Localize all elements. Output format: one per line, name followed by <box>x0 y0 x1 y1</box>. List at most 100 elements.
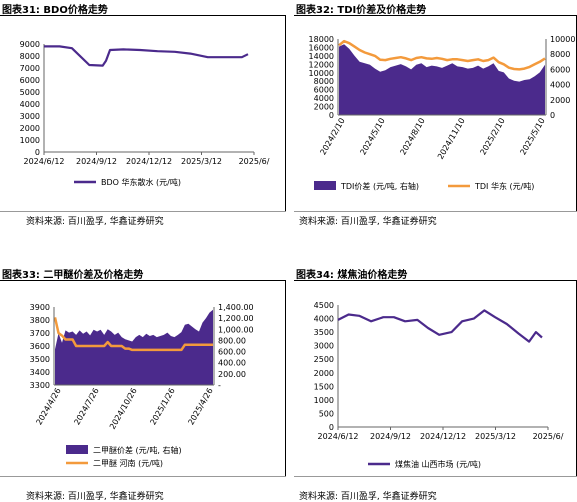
x-tick-label: 2024/4/26 <box>34 387 62 427</box>
bdo-price-chart: 0 1000 2000 3000 4000 5000 6000 7000 8000 9000 202… <box>20 40 270 187</box>
y-tick-label: 16000 <box>309 43 334 52</box>
x-tick-label: 2025/3/12 <box>181 157 222 166</box>
y-tick-label: 8000 <box>20 52 40 61</box>
y-tick-label: 3700 <box>30 329 50 338</box>
x-tick-label: 2024/12/12 <box>420 432 466 441</box>
y2-tick-label: 10000 <box>550 35 575 44</box>
x-tick-label: 2025/5/10 <box>518 117 546 157</box>
y-tick-label: 3000 <box>20 112 40 121</box>
legend-label: TDI价差 (元/吨, 右轴) <box>340 181 419 191</box>
dme-spread-price-chart: 3300 3400 3500 3600 3700 3800 3900 - 200.00 400.0… <box>30 303 254 468</box>
y-tick-label: 4000 <box>314 94 334 103</box>
y2-tick-label: 1,400.00 <box>218 303 254 312</box>
y2-tick-label: 400.00 <box>218 359 246 368</box>
y-tick-label: 4000 <box>314 315 334 324</box>
x-tick-label: 2024/8/10 <box>398 117 426 157</box>
y-tick-label: 2000 <box>314 103 334 112</box>
y2-tick-label: 4000 <box>550 81 570 90</box>
y-tick-label: 1000 <box>20 136 40 145</box>
x-tick-label: 2025/2/10 <box>478 117 506 157</box>
x-tick-label: 2025/6/ <box>533 432 564 441</box>
source-note: 资料来源: 百川盈孚, 华鑫证券研究 <box>26 217 164 227</box>
page-title: 图表33: 二甲醚价差及价格走势 <box>2 270 144 281</box>
y-tick-label: 4000 <box>20 100 40 109</box>
y-tick-label: 3500 <box>30 355 50 364</box>
title-rule <box>294 280 577 281</box>
series-line <box>44 45 249 67</box>
y-tick-label: 18000 <box>309 35 334 44</box>
y-tick-label: 3000 <box>314 342 334 351</box>
y2-tick-label: 8000 <box>550 50 570 59</box>
y2-tick-label: 2000 <box>550 96 570 105</box>
y-tick-label: 14000 <box>309 52 334 61</box>
title-rule <box>294 15 577 16</box>
source-rule <box>294 211 577 212</box>
legend-label: 二甲醚价差 (元/吨, 右轴) <box>93 445 182 455</box>
page-title: 图表32: TDI价差及价格走势 <box>296 5 427 16</box>
x-tick-label: 2024/9/12 <box>370 432 411 441</box>
y-tick-label: 7000 <box>20 64 40 73</box>
spread-area <box>55 309 213 385</box>
source-note: 资料来源: 百川盈孚, 华鑫证券研究 <box>26 492 164 502</box>
page-title: 图表31: BDO价格走势 <box>2 5 108 16</box>
y-tick-label: 0 <box>35 148 40 157</box>
x-tick-label: 2024/6/12 <box>317 432 358 441</box>
y-tick-label: 4500 <box>314 301 334 310</box>
y-tick-label: 3900 <box>30 303 50 312</box>
x-tick-label: 2025/3/12 <box>475 432 516 441</box>
title-rule <box>0 15 285 16</box>
series-line <box>337 309 543 343</box>
x-tick-label: 2025/1/26 <box>148 387 176 427</box>
panel-divider <box>285 15 286 211</box>
y-tick-label: 500 <box>319 409 334 418</box>
price-line <box>338 39 546 71</box>
source-rule <box>294 476 577 477</box>
source-note: 资料来源: 百川盈孚, 华鑫证券研究 <box>299 217 437 227</box>
y-tick-label: 3800 <box>30 316 50 325</box>
x-tick-label: 2024/7/26 <box>72 387 100 427</box>
y2-tick-label: 0 <box>550 111 555 120</box>
spread-area <box>339 44 545 115</box>
legend-swatch <box>66 445 88 454</box>
y-tick-label: 3500 <box>314 328 334 337</box>
y-tick-label: 5000 <box>20 88 40 97</box>
y2-tick-label: 600.00 <box>218 348 246 357</box>
y-tick-label: 3400 <box>30 368 50 377</box>
title-rule <box>0 280 285 281</box>
legend-swatch <box>314 181 336 190</box>
y2-tick-label: - <box>218 381 221 390</box>
y-tick-label: 8000 <box>314 77 334 86</box>
y-tick-label: 1500 <box>314 382 334 391</box>
x-tick-label: 2024/9/12 <box>76 157 117 166</box>
y-tick-label: 2000 <box>20 124 40 133</box>
y-tick-label: 12000 <box>309 60 334 69</box>
y-tick-label: 3300 <box>30 381 50 390</box>
y2-tick-label: 1,000.00 <box>218 325 254 334</box>
x-tick-label: 2024/11/10 <box>436 117 467 161</box>
x-tick-label: 2025/6/ <box>239 157 270 166</box>
y-tick-label: 2500 <box>314 355 334 364</box>
x-tick-label: 2024/2/10 <box>318 117 346 157</box>
x-tick-label: 2024/6/12 <box>23 157 64 166</box>
y2-tick-label: 6000 <box>550 65 570 74</box>
legend-label: 二甲醚 河南 (元/吨) <box>93 458 163 468</box>
tdi-spread-price-chart: 0200040006000800010000120001400016000180… <box>309 35 576 191</box>
y-tick-label: 6000 <box>20 76 40 85</box>
y-tick-label: 6000 <box>314 86 334 95</box>
legend-label: BDO 华东散水 (元/吨) <box>101 177 181 187</box>
y-tick-label: 2000 <box>314 369 334 378</box>
page-title: 图表34: 煤焦油价格走势 <box>296 270 408 281</box>
coal-tar-price-chart: 0 500 1000 1500 2000 2500 3000 3500 4000 4500 2024… <box>314 301 564 469</box>
legend-label: 煤焦油 山西市场 (元/吨) <box>395 459 481 469</box>
y-tick-label: 0 <box>329 111 334 120</box>
y2-tick-label: 200.00 <box>218 370 246 379</box>
panel-divider <box>285 280 286 476</box>
y-tick-label: 9000 <box>20 40 40 49</box>
x-tick-label: 2025/4/26 <box>186 387 214 427</box>
y2-tick-label: 800.00 <box>218 336 246 345</box>
x-tick-label: 2024/10/26 <box>108 387 139 431</box>
source-note: 资料来源: 百川盈孚, 华鑫证券研究 <box>299 492 437 502</box>
y-tick-label: 1000 <box>314 396 334 405</box>
y-tick-label: 0 <box>329 423 334 432</box>
y2-tick-label: 1,200.00 <box>218 314 254 323</box>
